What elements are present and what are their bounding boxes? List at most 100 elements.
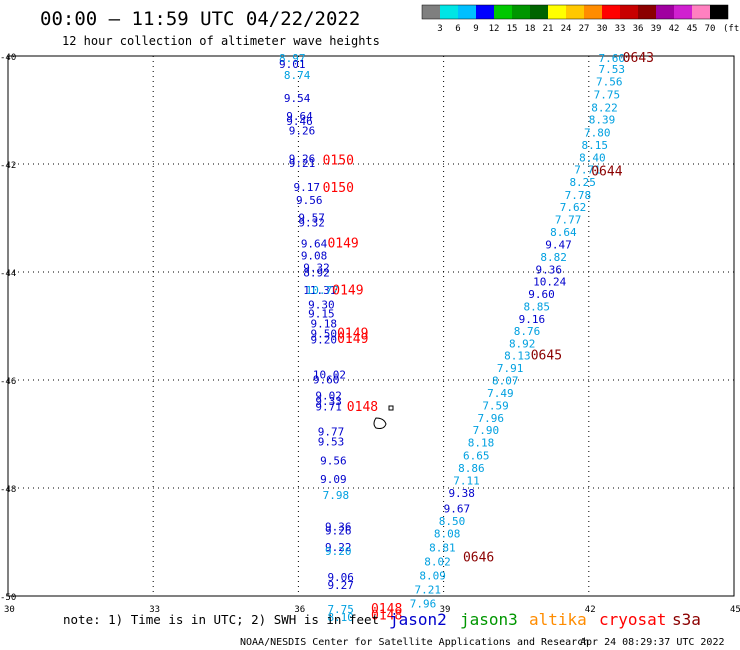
wave-height-label: 7.53: [598, 63, 625, 76]
wave-height-label: 8.13: [504, 350, 530, 363]
wave-height-label: 8.97: [279, 52, 306, 65]
wave-height-label: 9.16: [519, 313, 546, 326]
wave-height-label: 7.75: [327, 603, 354, 616]
colorbar-swatch: [458, 5, 476, 19]
wave-height-label: 8.82: [540, 251, 567, 264]
colorbar-tick-label: 9: [473, 24, 478, 34]
x-tick-label: 33: [149, 605, 160, 615]
wave-height-label: 9.71: [315, 400, 342, 413]
wave-height-label: 8.50: [439, 515, 466, 528]
chart-subtitle: 12 hour collection of altimeter wave hei…: [62, 34, 380, 48]
colorbar-swatch: [656, 5, 674, 19]
wave-height-label: 7.21: [415, 584, 442, 597]
pass-time-label: 0150: [323, 181, 354, 196]
satellite-legend-s3a: s3a: [672, 610, 701, 629]
wave-height-label: 9.21: [289, 157, 316, 170]
wave-height-label: 7.80: [584, 127, 611, 140]
y-tick-labels: -40 -42 -44 -46 -48 -50: [0, 53, 16, 603]
wave-height-label: 8.18: [468, 437, 495, 450]
wave-height-label: 9.26: [289, 125, 316, 138]
wave-height-label: 11.31: [303, 284, 336, 297]
wave-height-label: 10.77: [306, 284, 339, 297]
colorbar-tick-label: 33: [615, 24, 626, 34]
wave-height-label: 8.92: [303, 267, 330, 280]
credit-line: NOAA/NESDIS Center for Satellite Applica…: [240, 637, 589, 648]
colorbar-tick-label: 70: [705, 24, 716, 34]
colorbar-tick-label: 42: [669, 24, 680, 34]
grid: [8, 56, 734, 596]
satellite-legend: jason2 jason3 altika cryosat s3a: [389, 610, 701, 629]
colorbar-tick-label: 27: [579, 24, 590, 34]
wave-height-label: 8.22: [591, 101, 618, 114]
pass-time-label: 0149: [337, 332, 368, 347]
wave-height-label: 9.32: [298, 216, 325, 229]
x-tick-label: 30: [4, 605, 15, 615]
satellite-legend-jason3: jason3: [460, 610, 518, 629]
wave-height-label: 7.60: [598, 52, 625, 65]
wave-height-label: 8.86: [458, 462, 485, 475]
colorbar-swatch: [530, 5, 548, 19]
islet-shape: [388, 405, 394, 411]
wave-height-label: 8.09: [419, 569, 446, 582]
pass-time-label: 0148: [371, 608, 402, 623]
colorbar-tick-label: 24: [561, 24, 572, 34]
wave-height-label: 9.38: [448, 487, 475, 500]
pass-time-label: 0149: [332, 283, 363, 298]
pass-time-label: 0646: [463, 551, 494, 566]
pass-time-labels: 0150015001490149014901490148014801480643…: [323, 51, 654, 623]
wave-height-label: 7.75: [594, 88, 621, 101]
wave-height-label: 9.26: [325, 525, 352, 538]
wave-height-label: 9.36: [325, 520, 352, 533]
wave-height-label: 9.15: [308, 308, 335, 321]
pass-time-label: 0643: [623, 51, 654, 66]
wave-height-label: 9.02: [315, 390, 342, 403]
wave-height-label: 7.96: [477, 412, 504, 425]
wave-height-label: 7.71: [574, 163, 601, 176]
pass-time-label: 0148: [347, 400, 378, 415]
wave-height-label: 9.47: [545, 238, 572, 251]
wave-height-label: 8.74: [284, 69, 311, 82]
x-tick-label: 39: [440, 605, 451, 615]
wave-height-label: 8.15: [582, 139, 609, 152]
colorbar-unit: (ft): [723, 24, 740, 34]
wave-height-label: 7.77: [555, 214, 582, 227]
wave-height-label: 9.17: [294, 181, 321, 194]
colorbar-swatch: [602, 5, 620, 19]
wave-height-label: 9.54: [284, 92, 311, 105]
colorbar-swatch: [638, 5, 656, 19]
wave-height-label: 8.76: [514, 325, 541, 338]
wave-height-label: 8.39: [589, 114, 616, 127]
wave-height-label: 9.60: [528, 288, 555, 301]
colorbar-swatch: [476, 5, 494, 19]
colorbar-swatch: [494, 5, 512, 19]
plot-frame: [7, 55, 735, 597]
west-track: 8.979.018.749.549.649.469.269.269.219.17…: [279, 52, 354, 624]
y-tick-label: -50: [0, 593, 16, 603]
wave-height-label: 9.64: [286, 110, 313, 123]
chart-title: 00:00 – 11:59 UTC 04/22/2022: [40, 8, 360, 30]
wave-height-label: 9.08: [301, 249, 328, 262]
satellite-legend-altika: altika: [529, 610, 587, 629]
generated-timestamp: Apr 24 08:29:37 UTC 2022: [580, 637, 725, 648]
wave-height-label: 9.18: [311, 317, 338, 330]
wave-height-label: 8.08: [434, 527, 461, 540]
wave-height-label: 7.91: [497, 362, 523, 375]
wave-height-label: 10.02: [313, 369, 346, 382]
colorbar-tick-label: 45: [687, 24, 698, 34]
pass-time-label: 0149: [327, 236, 358, 251]
wave-height-label: 6.65: [463, 450, 490, 463]
plot-area: 30 33 36 39 42 45 -40 -42 -44 -46 -48 -50 8.979.01…: [0, 51, 740, 624]
wave-height-label: 8.64: [550, 226, 577, 239]
wave-height-label: 8.07: [492, 375, 519, 388]
wave-height-label: 9.30: [308, 298, 335, 311]
colorbar-swatch: [548, 5, 566, 19]
wave-height-label: 7.62: [560, 201, 587, 214]
island-outline: [373, 405, 394, 429]
x-tick-label: 36: [294, 605, 305, 615]
wave-height-label: 8.02: [424, 555, 451, 568]
colorbar-tick-label: 36: [633, 24, 644, 34]
wave-height-label: 9.57: [298, 211, 325, 224]
colorbar-swatch: [440, 5, 458, 19]
wave-height-label: 9.53: [318, 436, 345, 449]
